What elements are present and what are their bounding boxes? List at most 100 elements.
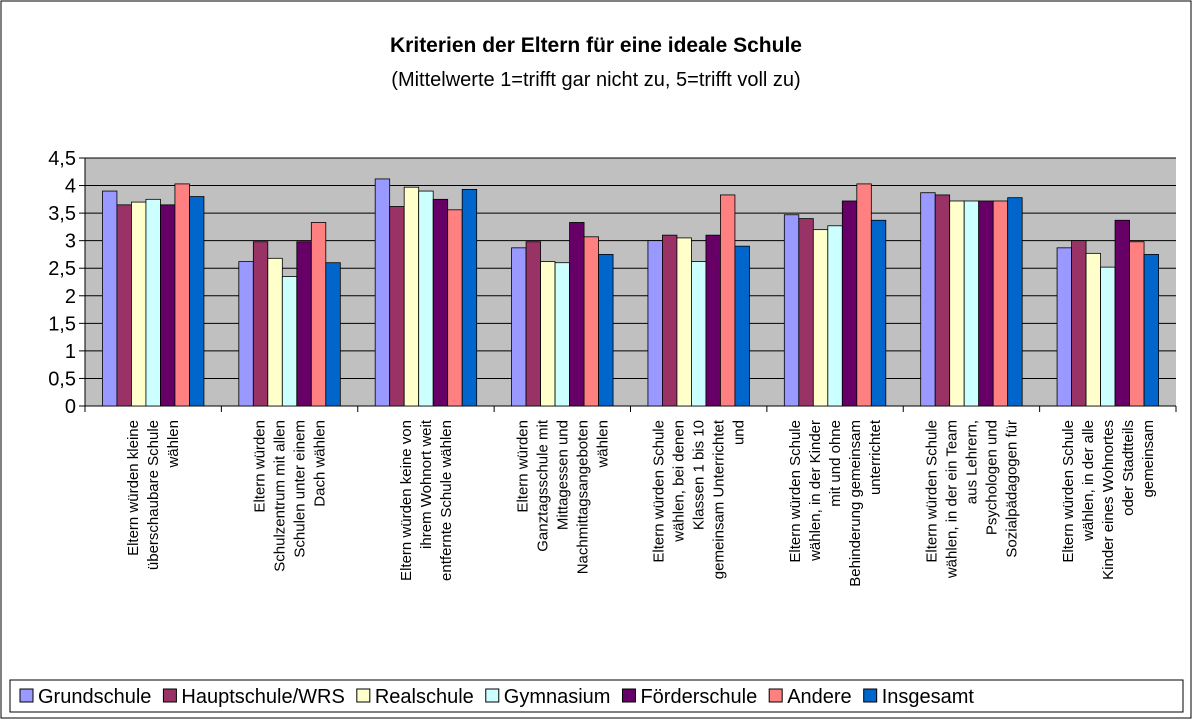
legend-label: Gymnasium bbox=[504, 686, 611, 708]
bar bbox=[992, 200, 1009, 407]
x-tick-label-line: Eltern würden Schule bbox=[1060, 420, 1077, 563]
bar bbox=[525, 241, 541, 407]
bar bbox=[676, 237, 692, 407]
legend-label: Förderschule bbox=[640, 686, 757, 708]
y-tick-label: 1 bbox=[65, 341, 76, 363]
x-tick-label: Eltern würden Schulzentrum mit allen Schul… bbox=[252, 420, 329, 572]
bar bbox=[1085, 252, 1101, 407]
x-tick-label-line: ihrem Wohnort weit bbox=[418, 419, 435, 549]
x-tick-label-line: Ganztagsschule mit bbox=[534, 419, 551, 552]
x-tick-label-line: Mittagessen und bbox=[554, 420, 571, 530]
bar bbox=[963, 200, 980, 407]
y-tick-label: 0,5 bbox=[48, 368, 76, 390]
bar bbox=[798, 218, 814, 407]
x-tick-label-line: unterrichtet bbox=[867, 419, 884, 495]
y-tick-label: 1,5 bbox=[48, 313, 76, 335]
chart-subtitle: (Mittelwerte 1=trifft gar nicht zu, 5=tr… bbox=[391, 69, 800, 91]
x-tick-label-line: gemeinsam bbox=[1140, 420, 1157, 498]
x-tick-label: Eltern würden Schule wählen, in der alle K… bbox=[1060, 420, 1157, 580]
x-tick-label-line: gemeinsam Unterrichtet bbox=[711, 419, 728, 579]
bar bbox=[647, 240, 663, 407]
x-tick-label-line: Eltern würden keine von bbox=[398, 420, 415, 581]
x-tick-label-line: entfernte Schule wählen bbox=[438, 420, 455, 581]
legend-swatch bbox=[768, 688, 783, 703]
x-tick-label-line: mit und ohne bbox=[827, 420, 844, 507]
bar bbox=[281, 276, 298, 407]
bar bbox=[569, 222, 585, 407]
x-tick-label-line: Eltern würden Schule bbox=[787, 420, 804, 563]
x-tick-label: Eltern würden Schule wählen, in der ein T… bbox=[923, 420, 1020, 579]
bar bbox=[720, 194, 736, 407]
x-tick-label-line: wählen, in der alle bbox=[1080, 420, 1097, 542]
bar bbox=[145, 198, 161, 407]
legend-label: Hauptschule/WRS bbox=[181, 686, 344, 708]
bar bbox=[734, 245, 750, 407]
bar bbox=[116, 204, 132, 407]
legend-swatch bbox=[19, 688, 34, 703]
bar bbox=[949, 200, 965, 407]
x-tick-label-line: Klassen 1 bis 10 bbox=[691, 420, 708, 530]
x-tick-label-line: Kinder eines Wohnortes bbox=[1100, 420, 1117, 580]
bar bbox=[238, 261, 254, 407]
y-tick-label: 3 bbox=[65, 231, 76, 253]
x-tick-label: Eltern würden Schule wählen, in der Kinde… bbox=[787, 419, 884, 587]
legend-box bbox=[9, 679, 1184, 713]
bar bbox=[374, 178, 391, 407]
legend-label: Grundschule bbox=[38, 686, 151, 708]
bar bbox=[1056, 247, 1072, 407]
x-tick-label-line: oder Stadtteils bbox=[1120, 420, 1137, 516]
y-tick-label: 0 bbox=[65, 396, 76, 418]
bar bbox=[102, 190, 118, 407]
y-tick-label: 4 bbox=[65, 176, 76, 198]
x-tick-label-line: wählen, in der Kinder bbox=[807, 420, 824, 562]
bar bbox=[783, 214, 800, 407]
bar bbox=[252, 241, 269, 407]
bar bbox=[920, 192, 936, 407]
x-tick-label-line: überschaubare Schule bbox=[145, 420, 162, 570]
x-tick-label-line: Eltern würden bbox=[252, 420, 269, 513]
legend-swatch bbox=[863, 688, 878, 703]
bar bbox=[705, 234, 721, 407]
y-tick-label: 2,5 bbox=[48, 258, 76, 280]
bar bbox=[447, 209, 463, 407]
x-tick-label-line: wählen, in der ein Team bbox=[943, 420, 960, 579]
legend-swatch bbox=[485, 688, 500, 703]
x-tick-label-line: Eltern würden Schule bbox=[651, 420, 668, 563]
bar bbox=[1143, 254, 1159, 407]
bar bbox=[403, 186, 420, 407]
bar bbox=[827, 225, 843, 407]
bar bbox=[389, 206, 405, 407]
bar bbox=[934, 194, 951, 407]
legend-label: Realschule bbox=[375, 686, 474, 708]
bar bbox=[1100, 266, 1116, 407]
legend-label: Insgesamt bbox=[882, 686, 975, 708]
bar bbox=[267, 257, 283, 407]
bar bbox=[325, 262, 341, 407]
bar bbox=[432, 198, 449, 407]
x-tick-label-line: wählen, bei denen bbox=[671, 420, 688, 543]
bar bbox=[511, 247, 527, 407]
y-tick-label: 4,5 bbox=[48, 148, 76, 170]
bar bbox=[540, 261, 556, 407]
bar bbox=[812, 229, 829, 407]
bar bbox=[461, 189, 478, 407]
bar bbox=[554, 262, 570, 407]
bar bbox=[583, 236, 599, 407]
x-tick-label-line: Schulen unter einem bbox=[292, 420, 309, 558]
x-tick-label: Eltern würden Ganztagsschule mit Mittagess… bbox=[514, 419, 611, 574]
x-tick-label-line: Eltern würden Schule bbox=[923, 420, 940, 563]
bar bbox=[841, 200, 858, 407]
bar bbox=[870, 219, 887, 407]
x-tick-label: Eltern würden Schule wählen, bei denen Kla… bbox=[651, 419, 748, 579]
x-tick-label: Eltern würden keine von ihrem Wohnort wei… bbox=[398, 419, 455, 581]
bar bbox=[1114, 219, 1130, 407]
bar bbox=[310, 222, 327, 407]
bar bbox=[296, 241, 312, 407]
y-tick-label: 3,5 bbox=[48, 203, 76, 225]
legend-swatch bbox=[356, 688, 371, 703]
x-tick-label-line: Eltern würden bbox=[514, 420, 531, 513]
x-tick-label-line: Dach wählen bbox=[312, 420, 329, 507]
legend-label: Andere bbox=[787, 686, 852, 708]
x-tick-label-line: wählen bbox=[594, 420, 611, 469]
